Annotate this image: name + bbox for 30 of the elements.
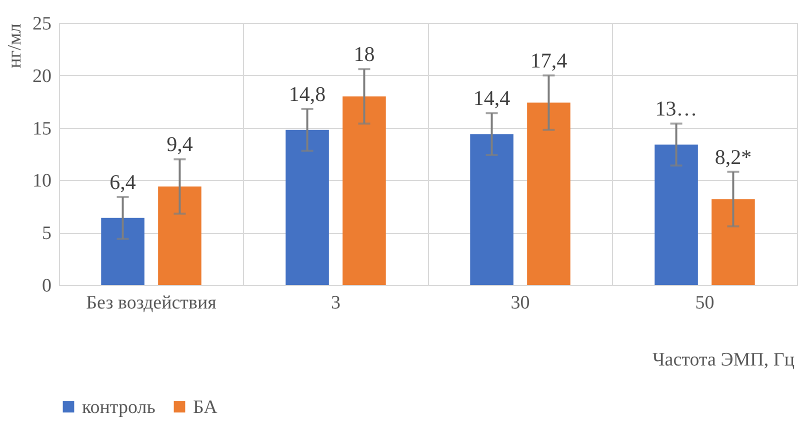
- y-tick-label: 10: [32, 170, 52, 192]
- data-label: 8,2*: [714, 144, 752, 169]
- data-label: 14,8: [288, 82, 326, 106]
- y-tick-label: 15: [32, 118, 52, 140]
- y-tick-label: 5: [42, 223, 52, 244]
- bar: [158, 186, 202, 285]
- data-label: 6,4: [110, 170, 136, 194]
- x-tick-label: 30: [510, 292, 530, 314]
- data-label: 13…: [655, 96, 698, 121]
- bar: [286, 130, 329, 285]
- bar: [101, 218, 144, 285]
- bar: [527, 102, 570, 285]
- data-label: 14,4: [473, 86, 511, 110]
- bar: [712, 199, 755, 285]
- x-axis-title: Частота ЭМП, Гц: [652, 350, 794, 370]
- bar: [342, 96, 386, 285]
- legend-label: БА: [193, 396, 218, 418]
- y-axis-title: нг/мл: [4, 22, 26, 68]
- bar: [470, 134, 514, 285]
- data-label: 17,4: [530, 48, 568, 72]
- legend-label: контроль: [82, 396, 156, 418]
- data-label: 9,4: [166, 132, 194, 156]
- x-tick-label: 3: [331, 292, 340, 314]
- bar: [654, 144, 698, 285]
- x-tick-label: 50: [695, 292, 714, 314]
- x-tick-label: Без воздействия: [86, 292, 217, 314]
- y-tick-label: 20: [32, 66, 52, 87]
- data-label: 18: [354, 42, 375, 66]
- y-tick-label: 25: [32, 14, 52, 34]
- y-tick-label: 0: [42, 276, 52, 296]
